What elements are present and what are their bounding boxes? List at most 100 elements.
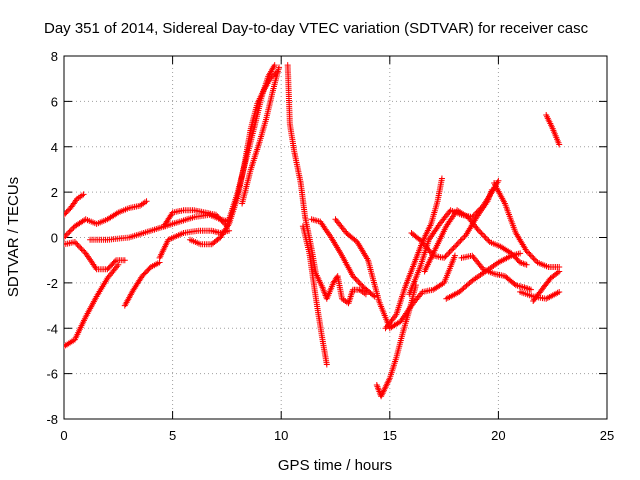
data-point (130, 274, 145, 293)
series-track-1 (64, 191, 87, 218)
data-point (104, 234, 131, 243)
data-point (430, 280, 446, 293)
data-point (434, 177, 445, 205)
data-point (82, 216, 98, 227)
data-point (512, 230, 529, 253)
data-point (332, 216, 349, 235)
data-point (252, 95, 265, 128)
data-point (169, 214, 196, 227)
data-point (317, 218, 334, 239)
data-point (64, 224, 77, 241)
data-point (330, 274, 340, 286)
data-point (328, 234, 344, 257)
data-point (64, 206, 73, 218)
data-point (80, 191, 87, 198)
x-tick-label: 5 (169, 428, 176, 443)
data-point (365, 257, 382, 303)
data-point (286, 121, 297, 153)
data-point (501, 273, 518, 287)
data-point (530, 288, 544, 304)
data-point (360, 284, 377, 299)
data-point (74, 192, 85, 202)
data-point (323, 361, 330, 368)
data-point (263, 91, 275, 123)
data-point (121, 288, 136, 309)
data-point (432, 224, 449, 252)
data-point (410, 240, 425, 268)
data-point (421, 247, 438, 275)
data-point (406, 265, 423, 298)
series-track-2 (64, 198, 150, 241)
x-tick-label: 25 (600, 428, 614, 443)
x-axis-label: GPS time / hours (278, 457, 392, 474)
data-point (313, 295, 326, 341)
data-point (345, 288, 356, 307)
data-point (491, 180, 507, 205)
data-point (356, 286, 368, 297)
data-point (217, 222, 232, 241)
axis-ticks: 0 5 10 15 20 25 -8 -6 -4 -2 0 2 4 6 8 (46, 49, 614, 443)
data-point (339, 252, 355, 278)
x-tick-label: 10 (274, 428, 288, 443)
data-point (517, 288, 535, 299)
y-tick-label: 6 (51, 94, 58, 109)
data-points (64, 62, 563, 400)
data-point (495, 253, 513, 266)
data-point (71, 217, 88, 230)
data-point (284, 62, 293, 126)
data-point (302, 214, 315, 250)
data-point (495, 177, 502, 184)
y-tick-label: -4 (46, 321, 58, 336)
data-point (517, 259, 528, 268)
data-point (543, 289, 561, 302)
data-point (456, 278, 474, 295)
data-point (527, 286, 534, 293)
series-track-26 (543, 112, 563, 148)
data-point (475, 227, 492, 244)
data-point (382, 313, 399, 332)
series-track-3 (64, 239, 128, 273)
y-tick-label: -6 (46, 367, 58, 382)
data-point (126, 228, 153, 241)
data-point (454, 207, 470, 220)
data-point (323, 281, 336, 302)
data-point (488, 186, 495, 193)
y-tick-label: -8 (46, 412, 58, 427)
x-tick-label: 15 (383, 428, 397, 443)
data-point (271, 62, 278, 69)
data-point (556, 288, 563, 295)
data-point (71, 315, 88, 343)
data-point (408, 230, 424, 244)
data-point (469, 252, 485, 271)
data-point (64, 337, 77, 350)
data-point (93, 277, 110, 300)
data-point (82, 295, 99, 320)
data-point (234, 157, 249, 196)
data-point (406, 284, 419, 314)
data-point (378, 385, 388, 400)
y-axis-label: SDTVAR / TECUs (5, 177, 22, 297)
data-point (213, 211, 229, 228)
data-point (534, 259, 550, 270)
data-point (121, 257, 128, 264)
data-point (139, 265, 153, 280)
data-point (93, 217, 109, 227)
y-tick-label: 8 (51, 49, 58, 64)
data-point (160, 211, 175, 230)
x-tick-label: 0 (60, 428, 67, 443)
data-point (473, 199, 490, 221)
data-point (497, 243, 513, 256)
data-point (538, 276, 553, 293)
data-point (313, 270, 325, 289)
chart-title: Day 351 of 2014, Sidereal Day-to-day VTE… (44, 20, 589, 37)
data-point (556, 268, 563, 275)
data-point (143, 198, 150, 205)
data-point (334, 273, 345, 300)
data-point (67, 197, 79, 211)
data-point (425, 222, 442, 243)
data-point (523, 261, 530, 268)
data-point (308, 245, 319, 275)
data-point (523, 248, 540, 264)
data-point (452, 233, 468, 250)
